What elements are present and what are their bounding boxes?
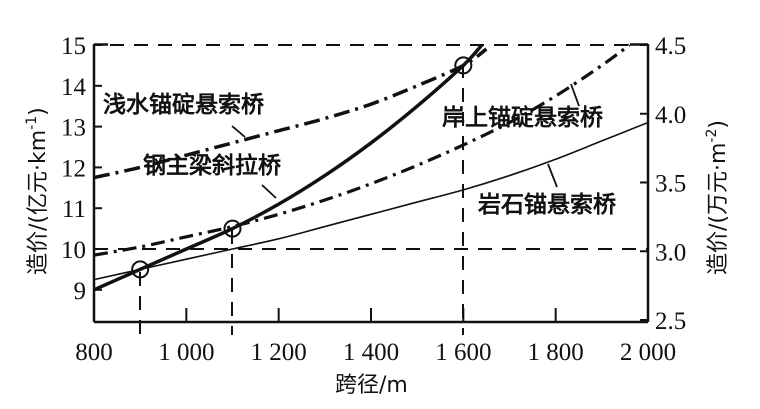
- leader-series-3: [547, 163, 558, 188]
- curve-series-1: [93, 43, 484, 292]
- y-right-tick-label: 2.5: [655, 308, 686, 335]
- intersection-markers: [131, 56, 473, 279]
- left-axis-title-close: ): [26, 107, 51, 116]
- right-axis-title-sup: -2: [704, 129, 720, 143]
- y-left-tick-label: 14: [61, 74, 87, 101]
- intersection-circle: [131, 260, 150, 279]
- x-tick-label: 1 200: [251, 339, 307, 366]
- reference-lines: [94, 44, 648, 335]
- x-tick-label: 2 000: [620, 339, 676, 366]
- axis-ticks: [94, 44, 648, 322]
- y-left-tick-label: 15: [61, 33, 86, 60]
- intersection-circle: [454, 56, 473, 75]
- y-left-tick-label: 9: [74, 278, 87, 305]
- x-axis-title: 跨径/m: [335, 373, 408, 398]
- leader-series-2: [570, 83, 580, 107]
- x-tick-label: 1 800: [528, 339, 584, 366]
- curve-series-0: [93, 47, 488, 180]
- y-left-tick-label: 10: [61, 237, 86, 264]
- y-left-tick-label: 13: [61, 115, 86, 142]
- leader-series-1: [261, 184, 277, 199]
- leader-series-0: [231, 125, 246, 138]
- y-right-tick-label: 3.5: [655, 171, 686, 198]
- label-leaders: [231, 83, 580, 199]
- right-axis-title-text: 造价/(万元·m: [706, 143, 731, 275]
- x-tick-label: 800: [75, 339, 113, 366]
- left-axis-title-text: 造价/(亿元·km: [26, 130, 51, 275]
- y-right-tick-label: 4.5: [655, 33, 686, 60]
- label-series-0: 浅水锚碇悬索桥: [103, 91, 265, 118]
- y-right-tick-label: 3.0: [655, 239, 686, 266]
- left-axis-title: 造价/(亿元·km-1): [24, 107, 51, 275]
- curve-series-3: [93, 121, 649, 281]
- x-tick-label: 1 000: [158, 339, 214, 366]
- x-tick-label: 1 400: [343, 339, 399, 366]
- y-left-tick-label: 11: [62, 196, 86, 223]
- axis-tick-labels: 800 1 000 1 200 1 400 1 600 1 800 2 000 15 14 13 1…: [61, 33, 686, 366]
- label-series-2: 岸上锚碇悬索桥: [442, 104, 604, 131]
- right-axis-title-close: ): [706, 120, 731, 129]
- y-right-tick-label: 4.0: [655, 102, 686, 129]
- right-axis-title: 造价/(万元·m-2): [704, 120, 731, 275]
- curve-series-2: [93, 43, 631, 257]
- label-series-1: 钢主梁斜拉桥: [143, 152, 282, 179]
- axes: [92, 43, 650, 324]
- svg-text:造价/(万元·m-2): 造价/(万元·m-2): [704, 120, 731, 275]
- intersection-circle: [223, 219, 242, 238]
- svg-text:造价/(亿元·km-1): 造价/(亿元·km-1): [24, 107, 51, 275]
- x-tick-label: 1 600: [435, 339, 491, 366]
- y-left-tick-label: 12: [61, 155, 86, 182]
- curves: [93, 43, 649, 292]
- label-series-3: 岩石锚悬索桥: [477, 191, 617, 218]
- left-axis-title-sup: -1: [24, 116, 40, 130]
